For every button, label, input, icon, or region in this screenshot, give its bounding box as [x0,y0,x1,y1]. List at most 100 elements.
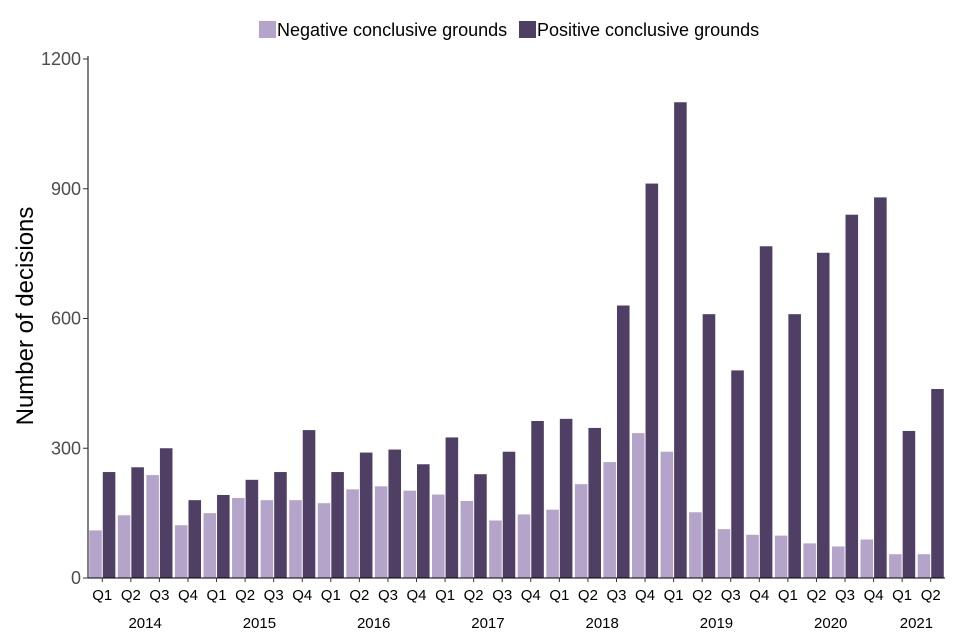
bar-positive [159,448,173,578]
bar-positive [902,430,916,578]
bar-positive [217,494,230,578]
bar-negative [717,529,731,578]
bar-positive [474,474,487,578]
bar-positive [674,102,687,578]
bar-negative [631,433,645,578]
bar-positive [588,427,601,578]
bar-negative [460,501,474,578]
bar-positive [445,437,459,578]
y-tick-label: 300 [51,438,81,458]
bar-negative [260,500,274,578]
x-axis: Q1 Q2 Q3 Q4 Q1 Q2 Q3 Q4 Q1 Q2 Q3 Q4 Q1 Q2 Q3 Q4 Q1 Q2 Q3 Q4… [88,577,945,632]
year-label: 2018 [586,615,619,632]
x-tick-label: Q4 [178,587,198,604]
x-tick-label: Q1 [778,587,798,604]
x-tick-label: Q4 [407,587,427,604]
bar-positive [845,214,859,578]
y-tick-label: 600 [51,309,81,329]
x-tick-label: Q2 [349,587,369,604]
y-tick-label: 0 [71,568,81,588]
bar-positive [388,449,402,578]
bar-negative [603,462,616,578]
bar-negative [774,535,788,578]
legend: Negative conclusive grounds Positive con… [259,20,759,40]
bar-negative [546,509,559,578]
bar-positive [417,464,430,578]
bar-positive [759,246,773,578]
x-tick-label: Q2 [921,587,941,604]
bar-positive [702,314,716,578]
bar-negative [689,512,702,578]
legend-swatch-positive [519,21,536,38]
x-tick-label: Q1 [892,587,912,604]
x-tick-label: Q2 [235,587,255,604]
x-tick-label: Q4 [521,587,541,604]
x-tick-label: Q4 [749,587,769,604]
bar-negative [203,513,217,579]
bar-positive [816,252,830,578]
y-axis: 0 300 600 900 1200 [41,49,89,588]
bar-negative [889,554,902,578]
bar-positive [274,472,287,578]
bar-negative [174,525,188,578]
bar-negative [146,475,159,578]
x-tick-label: Q1 [92,587,112,604]
bar-negative [346,489,359,578]
bar-negative [660,451,674,578]
x-tick-label: Q2 [464,587,484,604]
bar-negative [803,543,816,578]
x-tick-label: Q3 [378,587,398,604]
x-tick-label: Q3 [264,587,284,604]
y-axis-label: Number of decisions [12,207,39,426]
year-label: 2017 [471,615,504,632]
bar-negative [860,539,874,578]
bar-negative [917,554,931,578]
x-tick-label: Q3 [835,587,855,604]
x-tick-label: Q2 [806,587,826,604]
x-tick-label: Q1 [549,587,569,604]
bar-positive [788,314,801,578]
year-label: 2020 [814,615,847,632]
bar-positive [188,500,202,578]
bar-negative [831,546,845,578]
bar-positive [359,452,373,578]
x-tick-label: Q1 [321,587,341,604]
x-tick-label: Q1 [207,587,227,604]
year-label: 2016 [357,615,390,632]
x-tick-label: Q2 [121,587,141,604]
x-tick-label: Q2 [578,587,598,604]
bar-negative [432,494,445,578]
bar-negative [574,484,588,578]
bar-negative [489,520,502,578]
bar-positive [531,421,544,578]
legend-swatch-negative [259,21,276,38]
bar-positive [131,467,144,578]
x-tick-label: Q4 [864,587,884,604]
bar-positive [559,418,573,578]
x-tick-label: Q3 [721,587,741,604]
x-tick-label: Q3 [606,587,626,604]
year-label: 2021 [900,615,933,632]
bar-negative [517,514,531,578]
year-label: 2014 [128,615,161,632]
bar-negative [117,515,131,578]
bar-negative [317,503,331,578]
bar-positive [331,472,344,578]
bar-positive [874,197,887,578]
legend-label-positive: Positive conclusive grounds [537,20,759,40]
bar-negative [403,490,417,578]
x-tick-label: Q1 [664,587,684,604]
legend-label-negative: Negative conclusive grounds [277,20,507,40]
x-tick-label: Q4 [635,587,655,604]
x-tick-label: Q2 [692,587,712,604]
year-label: 2019 [700,615,733,632]
bar-positive [616,305,630,578]
bar-positive [102,472,116,578]
bar-negative [374,486,388,578]
y-tick-label: 1200 [41,49,81,69]
bar-negative [232,497,245,578]
bars [89,102,944,579]
x-tick-label: Q3 [492,587,512,604]
bar-positive [245,479,259,578]
bar-negative [289,500,302,578]
